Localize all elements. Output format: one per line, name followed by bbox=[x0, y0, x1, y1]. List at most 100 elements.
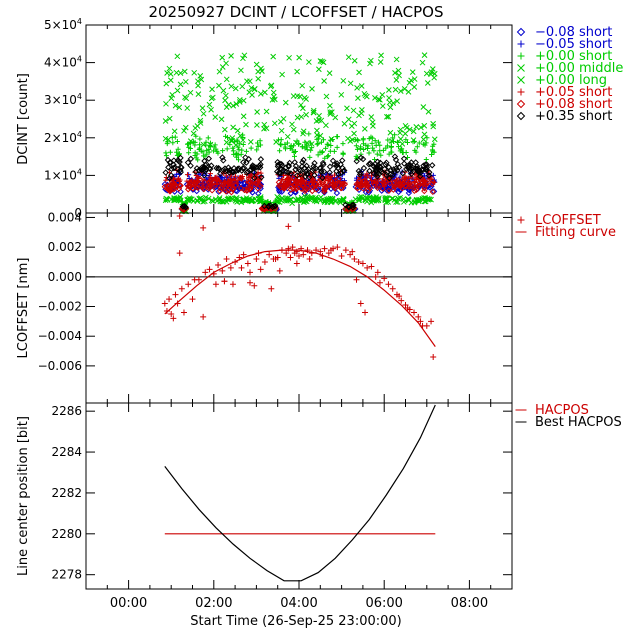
data-point bbox=[238, 67, 244, 74]
data-point bbox=[391, 183, 398, 191]
data-point bbox=[240, 97, 247, 104]
data-point bbox=[421, 122, 428, 129]
data-point bbox=[242, 154, 249, 161]
data-point bbox=[415, 197, 421, 204]
data-point bbox=[287, 186, 294, 193]
data-point bbox=[263, 108, 270, 115]
data-point bbox=[220, 157, 227, 164]
data-point bbox=[411, 187, 418, 195]
data-point bbox=[202, 269, 209, 276]
data-point bbox=[233, 142, 239, 148]
data-point bbox=[186, 195, 193, 201]
data-point bbox=[429, 180, 436, 187]
data-point bbox=[208, 162, 215, 169]
data-point bbox=[421, 187, 428, 195]
data-point bbox=[385, 113, 392, 120]
y-axis-label: LCOFFSET [nm] bbox=[16, 258, 31, 359]
data-point bbox=[298, 163, 306, 170]
data-point bbox=[420, 162, 427, 169]
data-point bbox=[420, 136, 427, 143]
data-point bbox=[192, 180, 199, 187]
data-point bbox=[212, 114, 219, 121]
legend-marker bbox=[517, 40, 525, 48]
data-point bbox=[254, 122, 260, 128]
data-point bbox=[194, 197, 201, 204]
data-point bbox=[431, 136, 438, 143]
data-point bbox=[392, 86, 399, 93]
data-point bbox=[295, 195, 301, 202]
data-point bbox=[337, 184, 345, 192]
data-point bbox=[332, 177, 339, 185]
y-tick-label: 2286 bbox=[51, 404, 82, 418]
data-point bbox=[409, 69, 416, 76]
data-point bbox=[316, 165, 324, 172]
data-point bbox=[418, 124, 424, 131]
data-point bbox=[292, 166, 299, 173]
data-point bbox=[309, 187, 316, 195]
data-point bbox=[379, 103, 386, 109]
data-point bbox=[285, 163, 292, 170]
data-point bbox=[323, 93, 330, 100]
data-point bbox=[398, 297, 405, 304]
data-point bbox=[205, 135, 211, 141]
data-point bbox=[363, 93, 370, 100]
data-point bbox=[236, 147, 242, 153]
data-point bbox=[397, 148, 403, 154]
data-point bbox=[249, 196, 256, 203]
data-point bbox=[317, 58, 324, 64]
data-point bbox=[340, 77, 347, 84]
data-point bbox=[310, 165, 318, 173]
legend-label: +0.05 short bbox=[535, 85, 612, 100]
data-point bbox=[416, 140, 422, 146]
data-point bbox=[426, 196, 433, 203]
data-point bbox=[358, 110, 365, 117]
y-tick-label: −0.004 bbox=[38, 329, 82, 343]
data-point bbox=[378, 52, 384, 59]
data-point bbox=[403, 137, 409, 143]
data-point bbox=[320, 186, 328, 193]
data-point bbox=[389, 138, 395, 144]
data-point bbox=[218, 116, 225, 123]
data-point bbox=[237, 141, 243, 147]
data-point bbox=[294, 114, 301, 121]
y-tick-label: 3×104 bbox=[44, 92, 82, 107]
data-point bbox=[268, 285, 275, 292]
data-point bbox=[251, 282, 258, 289]
data-point bbox=[192, 142, 198, 148]
data-point bbox=[219, 154, 226, 161]
data-point bbox=[407, 161, 414, 169]
data-point bbox=[254, 147, 260, 153]
data-point bbox=[175, 157, 182, 165]
data-point bbox=[167, 149, 173, 155]
data-point bbox=[243, 148, 249, 154]
data-point bbox=[340, 167, 347, 175]
data-point bbox=[299, 183, 306, 190]
lcoffset-panel: −0.006 −0.004 −0.002 0.000 0.002 0.004 LCOFFSE… bbox=[16, 210, 616, 404]
data-point bbox=[254, 109, 260, 115]
data-point bbox=[405, 183, 413, 190]
data-point bbox=[292, 162, 300, 170]
data-point bbox=[351, 130, 357, 137]
data-point bbox=[184, 105, 191, 111]
data-point bbox=[352, 137, 358, 143]
data-point bbox=[368, 114, 375, 120]
data-point bbox=[166, 175, 173, 182]
data-point bbox=[405, 89, 412, 95]
data-point bbox=[292, 153, 298, 159]
data-point bbox=[299, 82, 306, 89]
data-point bbox=[312, 180, 320, 188]
data-point bbox=[220, 87, 227, 94]
data-point bbox=[383, 171, 390, 179]
data-point bbox=[223, 139, 230, 146]
data-point bbox=[364, 146, 370, 152]
data-point bbox=[168, 95, 175, 102]
data-point bbox=[306, 196, 313, 203]
data-point bbox=[240, 142, 246, 148]
data-point bbox=[354, 146, 360, 152]
data-point bbox=[267, 83, 274, 90]
data-point bbox=[285, 169, 292, 176]
data-point bbox=[185, 141, 191, 147]
x-axis-label: Start Time (26-Sep-25 23:00:00) bbox=[190, 614, 401, 629]
data-point bbox=[426, 184, 434, 191]
data-point bbox=[311, 159, 318, 167]
